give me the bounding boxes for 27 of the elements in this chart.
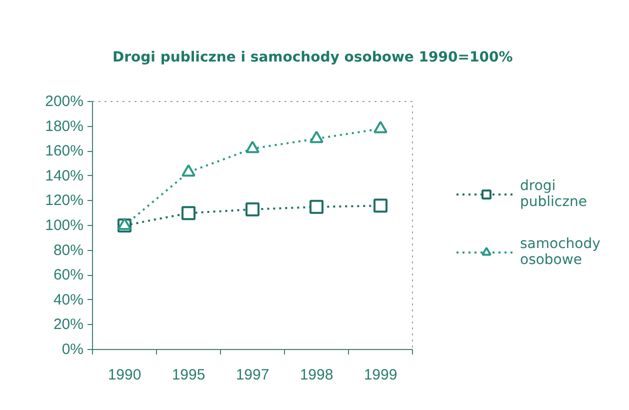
point bbox=[246, 140, 260, 154]
y-tick-label: 40% bbox=[53, 291, 84, 308]
y-tick-label: 140% bbox=[45, 167, 84, 184]
y-tick-label: 60% bbox=[53, 266, 84, 284]
x-tick-label: 1997 bbox=[236, 366, 270, 384]
y-tick-label: 200% bbox=[45, 93, 84, 110]
legend-label: samochody osobowe bbox=[520, 236, 600, 268]
x-tick-label: 1990 bbox=[108, 366, 142, 384]
y-tick-label: 80% bbox=[53, 242, 84, 259]
y-tick-label: 160% bbox=[45, 142, 84, 160]
point bbox=[374, 120, 388, 134]
y-tick-label: 20% bbox=[53, 316, 84, 334]
point bbox=[310, 200, 324, 214]
point bbox=[374, 198, 388, 213]
chart-title: Drogi publiczne i samochody osobowe 1990=100% bbox=[112, 50, 513, 66]
x-tick-label: 1998 bbox=[300, 366, 334, 384]
x-tick-label: 1999 bbox=[364, 366, 398, 384]
point bbox=[310, 130, 324, 144]
y-tick-label: 100% bbox=[45, 217, 84, 234]
y-tick-label: 120% bbox=[45, 192, 84, 210]
point bbox=[246, 202, 260, 216]
point bbox=[182, 164, 196, 177]
point bbox=[182, 206, 196, 220]
legend-label: drogi publiczne bbox=[520, 178, 587, 210]
y-tick-label: 0% bbox=[62, 341, 84, 358]
x-tick-label: 1995 bbox=[172, 366, 206, 384]
y-tick-label: 180% bbox=[45, 118, 84, 135]
